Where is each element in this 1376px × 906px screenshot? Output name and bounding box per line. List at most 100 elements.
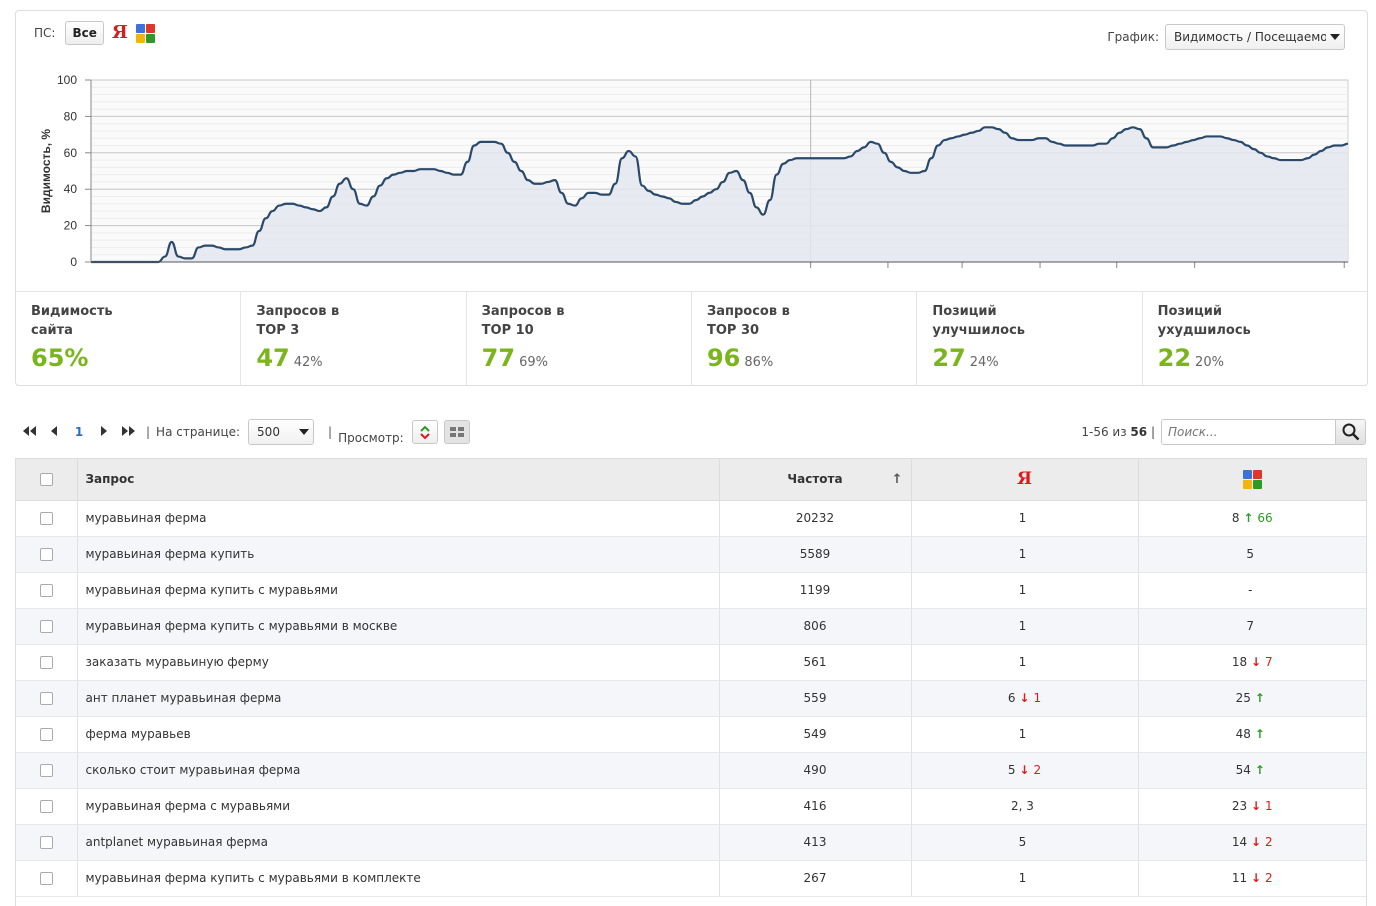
stat-value-row: 22 20% (1158, 344, 1367, 372)
query-cell: ант планет муравьиная ферма (77, 680, 720, 717)
yandex-position: 1 (1018, 619, 1027, 633)
row-checkbox[interactable] (39, 800, 53, 813)
stat-value: 65% (31, 344, 89, 372)
stat-percent: 42% (293, 355, 323, 370)
prev-page-icon[interactable] (42, 425, 66, 440)
stat-value: 96 (706, 344, 741, 372)
row-checkbox[interactable] (39, 620, 53, 633)
table-row[interactable]: муравьиная ферма купить с муравьями в мо… (16, 608, 1366, 645)
frequency-cell: 561 (719, 644, 912, 681)
stat-value-row: 77 69% (482, 344, 691, 372)
first-page-icon[interactable] (18, 425, 42, 440)
google-delta: 7 (1265, 655, 1273, 669)
yandex-position: 2, 3 (1011, 799, 1034, 813)
table-row[interactable]: муравьиная ферма купить 5589 1 5 (16, 536, 1366, 573)
yandex-position-cell: 1 (911, 500, 1139, 537)
select-all-checkbox[interactable] (39, 473, 53, 487)
frequency-cell: 267 (719, 860, 912, 897)
row-checkbox[interactable] (39, 728, 53, 741)
stats-row: Видимость сайта 65% Запросов в TOP 3 47 42% З… (16, 291, 1367, 385)
stat-title: Видимость сайта (31, 304, 113, 338)
row-checkbox[interactable] (39, 548, 53, 561)
separator: | (1150, 425, 1155, 439)
stat-value-row: 27 24% (932, 344, 1141, 372)
next-page-icon[interactable] (92, 425, 116, 440)
query-cell: муравьиная ферма купить с муравьями (77, 572, 720, 609)
row-select-cell (16, 536, 78, 573)
table-row[interactable]: муравьиная ферма с муравьями 416 2, 3 23 ↓… (16, 788, 1366, 825)
y-tick-label: 40 (64, 182, 78, 196)
sort-view-button[interactable] (411, 420, 438, 444)
yandex-icon[interactable]: Я (111, 22, 128, 43)
stat-title: Позиций ухудшилось (1157, 304, 1251, 338)
row-checkbox[interactable] (39, 764, 53, 777)
column-header-frequency[interactable]: Частота ↑ (719, 459, 912, 501)
stat-card: Запросов в TOP 30 96 86% (692, 292, 918, 385)
row-checkbox[interactable] (39, 692, 53, 705)
frequency-cell: 20232 (719, 500, 912, 537)
table-row[interactable]: муравьиная ферма купить с муравьями в ко… (16, 860, 1366, 897)
table-row[interactable]: ферма муравьев 549 1 48 ↑ (16, 716, 1366, 753)
search-input[interactable] (1162, 420, 1335, 444)
results-total: 56 (1130, 425, 1148, 439)
column-header-google[interactable] (1138, 459, 1366, 501)
google-position-cell: 7 (1138, 608, 1366, 645)
per-page-select[interactable]: 500 (248, 419, 315, 445)
y-tick-label: 60 (64, 146, 78, 160)
yandex-position-cell: 1 (911, 644, 1139, 681)
arrow-up-icon: ↑ (1254, 691, 1265, 705)
visibility-panel: ПС: Все Я График: Видимость / Посещаемос… (15, 10, 1368, 386)
stat-percent: 86% (744, 355, 774, 370)
table-row[interactable]: сколько стоит муравьиная ферма 490 5 ↓ 2 54 … (16, 752, 1366, 789)
stat-value: 27 (932, 344, 966, 372)
search-box (1161, 419, 1366, 445)
column-header-query[interactable]: Запрос (77, 459, 720, 501)
yandex-position: 1 (1018, 547, 1027, 561)
grid-view-button[interactable] (443, 420, 470, 444)
arrow-down-icon: ↓ (1250, 655, 1262, 669)
row-select-cell (16, 788, 78, 825)
current-page[interactable]: 1 (74, 425, 84, 439)
table-row[interactable]: заказать муравьиную ферму 561 1 18 ↓ 7 (16, 644, 1366, 681)
row-checkbox[interactable] (39, 584, 53, 597)
row-checkbox[interactable] (39, 836, 53, 849)
yandex-position-cell: 1 (911, 572, 1139, 609)
stat-card: Запросов в TOP 10 77 69% (467, 292, 692, 385)
row-checkbox[interactable] (39, 872, 53, 885)
stat-value: 47 (256, 344, 290, 372)
query-cell: муравьиная ферма купить с муравьями в мо… (77, 608, 720, 645)
table-row[interactable]: муравьиная ферма купить с муравьями 1199 1… (16, 572, 1366, 609)
yandex-position-cell: 5 ↓ 2 (911, 752, 1139, 789)
google-position-cell: 5 (1138, 536, 1366, 573)
table-row[interactable]: antplanet муравьиная ферма 413 5 14 ↓ 2 (16, 824, 1366, 861)
google-icon[interactable] (135, 23, 155, 43)
series-area (91, 127, 1348, 262)
google-position: - (1248, 583, 1253, 597)
y-axis-label: Видимость, % (39, 129, 53, 214)
search-tools: 1-56 из 56 | (1081, 419, 1366, 445)
graph-select[interactable]: Видимость / Посещаемость (1165, 24, 1345, 50)
search-button[interactable] (1335, 420, 1365, 444)
table-row[interactable]: ант планет муравьиная ферма 559 6 ↓ 1 25 ↑ (16, 680, 1366, 717)
last-page-icon[interactable] (116, 425, 140, 440)
y-tick-label: 80 (64, 109, 78, 123)
google-icon (1242, 469, 1262, 489)
table-row[interactable]: муравьиная ферма 20232 1 8 ↑ 66 (16, 500, 1366, 537)
filter-all-button[interactable]: Все (65, 21, 104, 45)
yandex-delta: 2 (1033, 763, 1042, 777)
query-cell: муравьиная ферма купить с муравьями в ко… (77, 860, 720, 897)
row-select-cell (16, 500, 78, 537)
graph-label: График: (1107, 30, 1159, 44)
y-tick-label: 0 (70, 255, 77, 269)
row-checkbox[interactable] (39, 512, 53, 525)
frequency-cell: 559 (719, 680, 912, 717)
row-select-cell (16, 752, 78, 789)
yandex-icon: Я (1017, 468, 1032, 489)
column-header-yandex[interactable]: Я (911, 459, 1139, 501)
row-checkbox[interactable] (39, 656, 53, 669)
row-select-cell (16, 608, 78, 645)
yandex-position-cell: 5 (911, 824, 1139, 861)
visibility-chart: 0 20 40 60 80 100 Видимость, % (39, 73, 1349, 269)
view-label: Просмотр: (338, 431, 404, 445)
google-delta: 2 (1265, 835, 1273, 849)
